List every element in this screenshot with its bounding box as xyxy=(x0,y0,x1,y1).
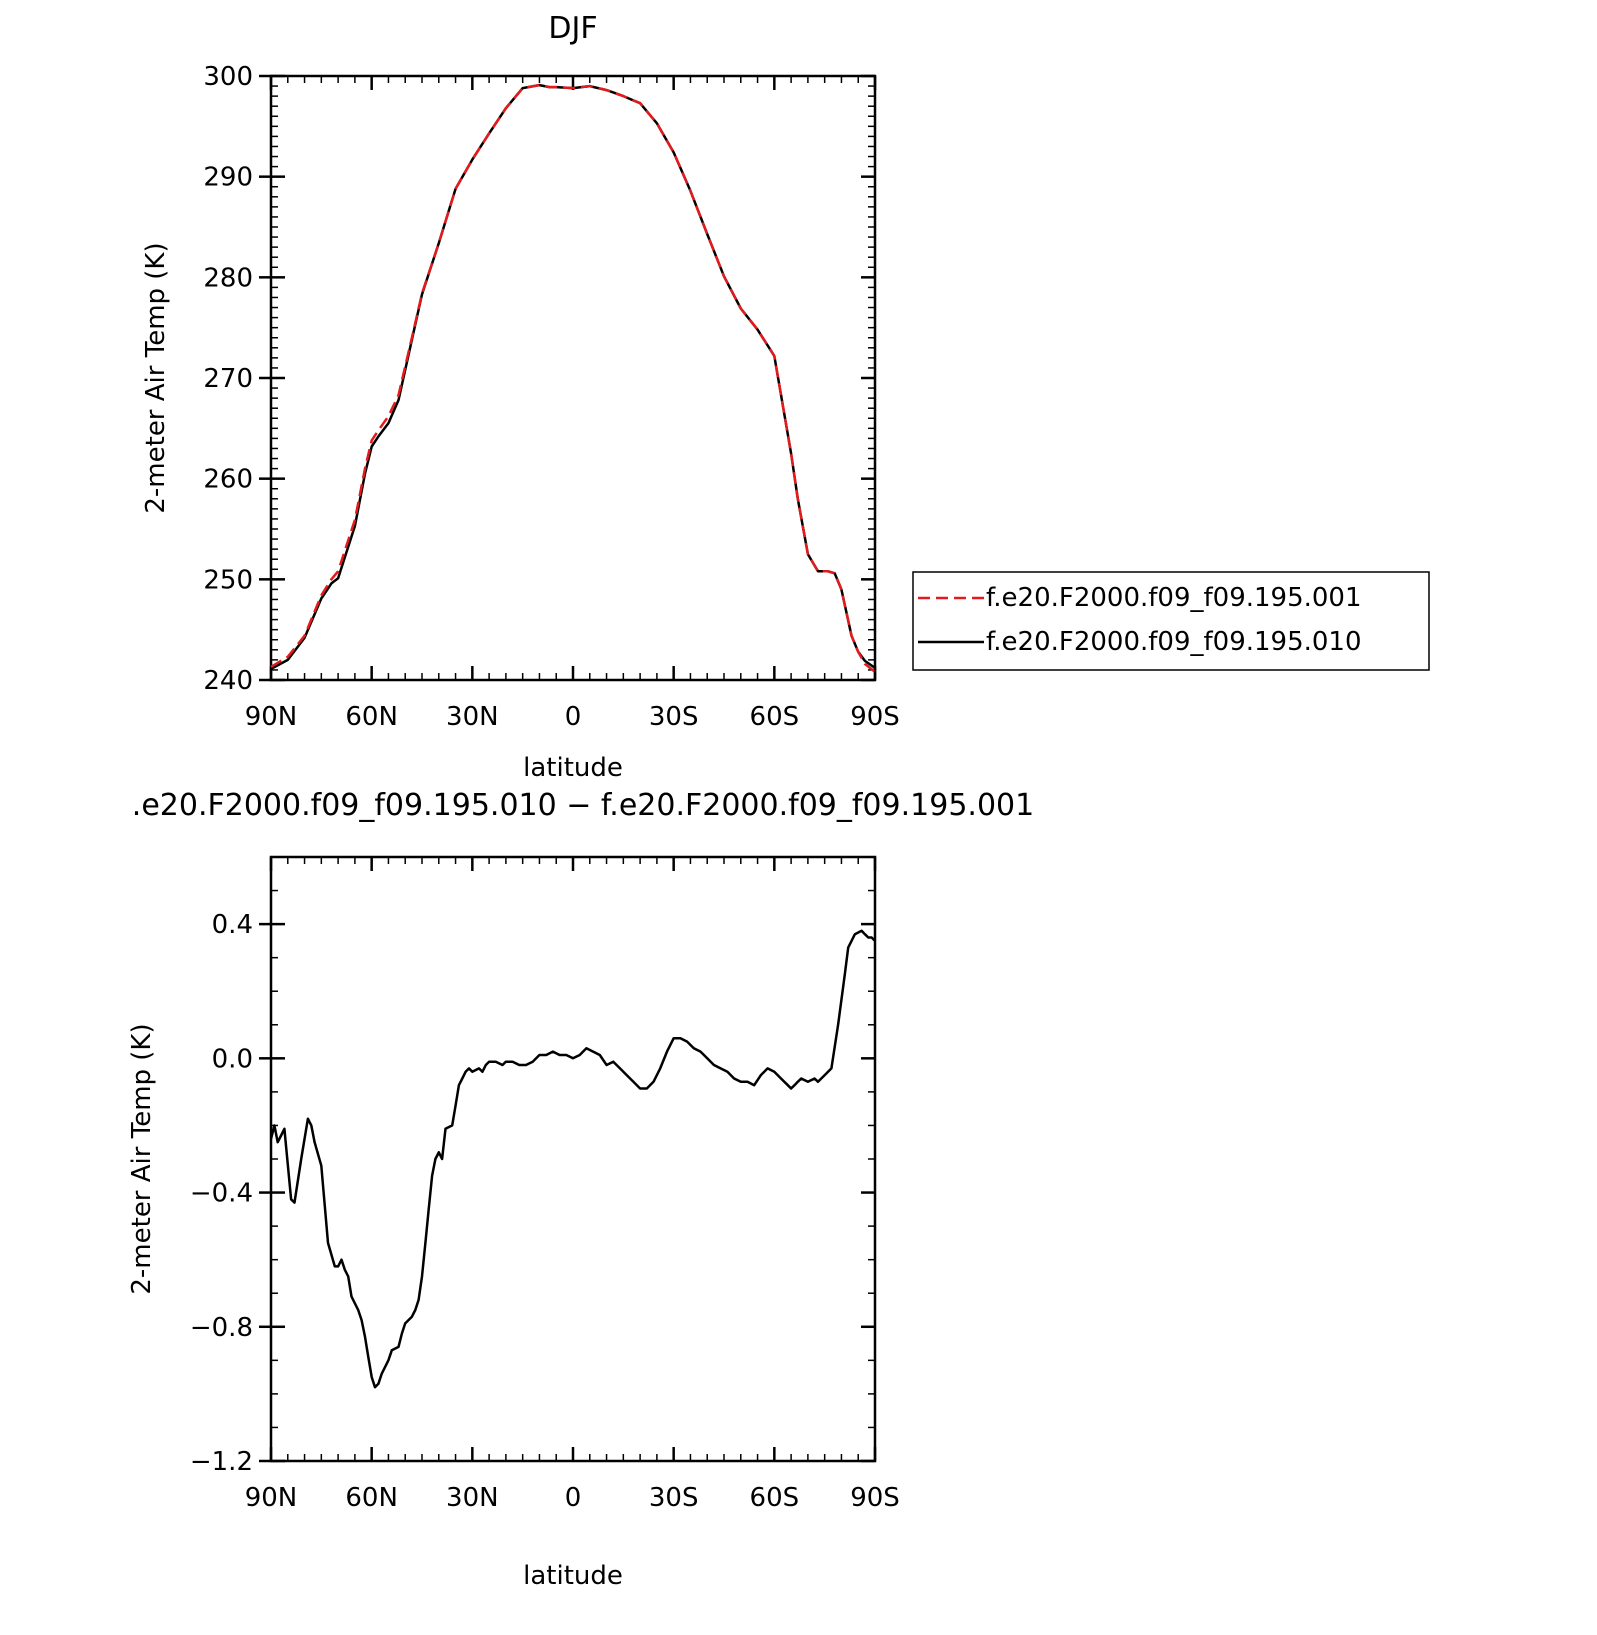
top-y-tick-labels: 240 250 260 270 280 290 300 xyxy=(203,62,253,696)
x-tick-label: 0 xyxy=(565,702,582,732)
bottom-y-axis-label: 2-meter Air Temp (K) xyxy=(127,1023,157,1294)
x-tick-label: 90N xyxy=(245,702,298,732)
legend-box xyxy=(912,571,1430,671)
y-tick-label: 280 xyxy=(203,263,253,293)
x-tick-label: 90S xyxy=(850,702,900,732)
x-tick-label: 30S xyxy=(649,702,699,732)
y-tick-label: −0.4 xyxy=(190,1179,253,1209)
top-plot-frame xyxy=(269,74,877,682)
bottom-x-tick-labels: 90N 60N 30N 0 30S 60S 90S xyxy=(245,1483,900,1513)
series-line-2 xyxy=(270,83,876,671)
x-tick-label: 60N xyxy=(345,1483,398,1513)
bottom-x-axis-label: latitude xyxy=(523,1561,623,1591)
bottom-series-lines xyxy=(269,929,876,1389)
x-tick-label: 90S xyxy=(850,1483,900,1513)
top-axis-ticks xyxy=(259,74,877,682)
x-tick-label: 90N xyxy=(245,1483,298,1513)
y-tick-label: 250 xyxy=(203,565,253,595)
y-tick-label: 270 xyxy=(203,364,253,394)
x-tick-label: 60S xyxy=(750,702,800,732)
top-series-lines xyxy=(270,83,876,673)
top-x-axis-label: latitude xyxy=(523,753,623,783)
top-x-tick-labels: 90N 60N 30N 0 30S 60S 90S xyxy=(245,702,900,732)
series-line-1 xyxy=(270,83,876,673)
legend: f.e20.F2000.f09_f09.195.001 f.e20.F2000.… xyxy=(912,571,1430,671)
bottom-y-tick-labels: 0.4 0.0 −0.4 −0.8 −1.2 xyxy=(190,910,253,1477)
x-tick-label: 0 xyxy=(565,1483,582,1513)
y-tick-label: 260 xyxy=(203,465,253,495)
y-tick-label: −1.2 xyxy=(190,1447,253,1477)
x-tick-label: 30N xyxy=(446,1483,499,1513)
bottom-plot-frame xyxy=(269,855,877,1463)
top-chart-title: DJF xyxy=(548,11,597,46)
x-tick-label: 60N xyxy=(345,702,398,732)
bottom-chart-title: .e20.F2000.f09_f09.195.010 − f.e20.F2000… xyxy=(132,788,1034,823)
y-tick-label: −0.8 xyxy=(190,1313,253,1343)
legend-entry-series-2: f.e20.F2000.f09_f09.195.010 xyxy=(986,627,1362,657)
legend-entry-series-1: f.e20.F2000.f09_f09.195.001 xyxy=(986,583,1362,613)
x-tick-label: 30S xyxy=(649,1483,699,1513)
top-panel: DJF 90N 60N 30N 0 30S 60S 90S 2402502602702802… xyxy=(141,11,1430,783)
y-tick-label: 290 xyxy=(203,163,253,193)
x-tick-label: 30N xyxy=(446,702,499,732)
x-tick-label: 60S xyxy=(750,1483,800,1513)
y-tick-label: 300 xyxy=(203,62,253,92)
series-line-1 xyxy=(269,929,876,1389)
y-tick-label: 0.4 xyxy=(212,910,253,940)
top-y-axis-label: 2-meter Air Temp (K) xyxy=(141,242,171,513)
bottom-axis-ticks xyxy=(259,856,877,1463)
bottom-panel: .e20.F2000.f09_f09.195.010 − f.e20.F2000… xyxy=(127,788,1034,1591)
y-tick-label: 240 xyxy=(203,666,253,696)
y-tick-label: 0.0 xyxy=(212,1044,253,1074)
